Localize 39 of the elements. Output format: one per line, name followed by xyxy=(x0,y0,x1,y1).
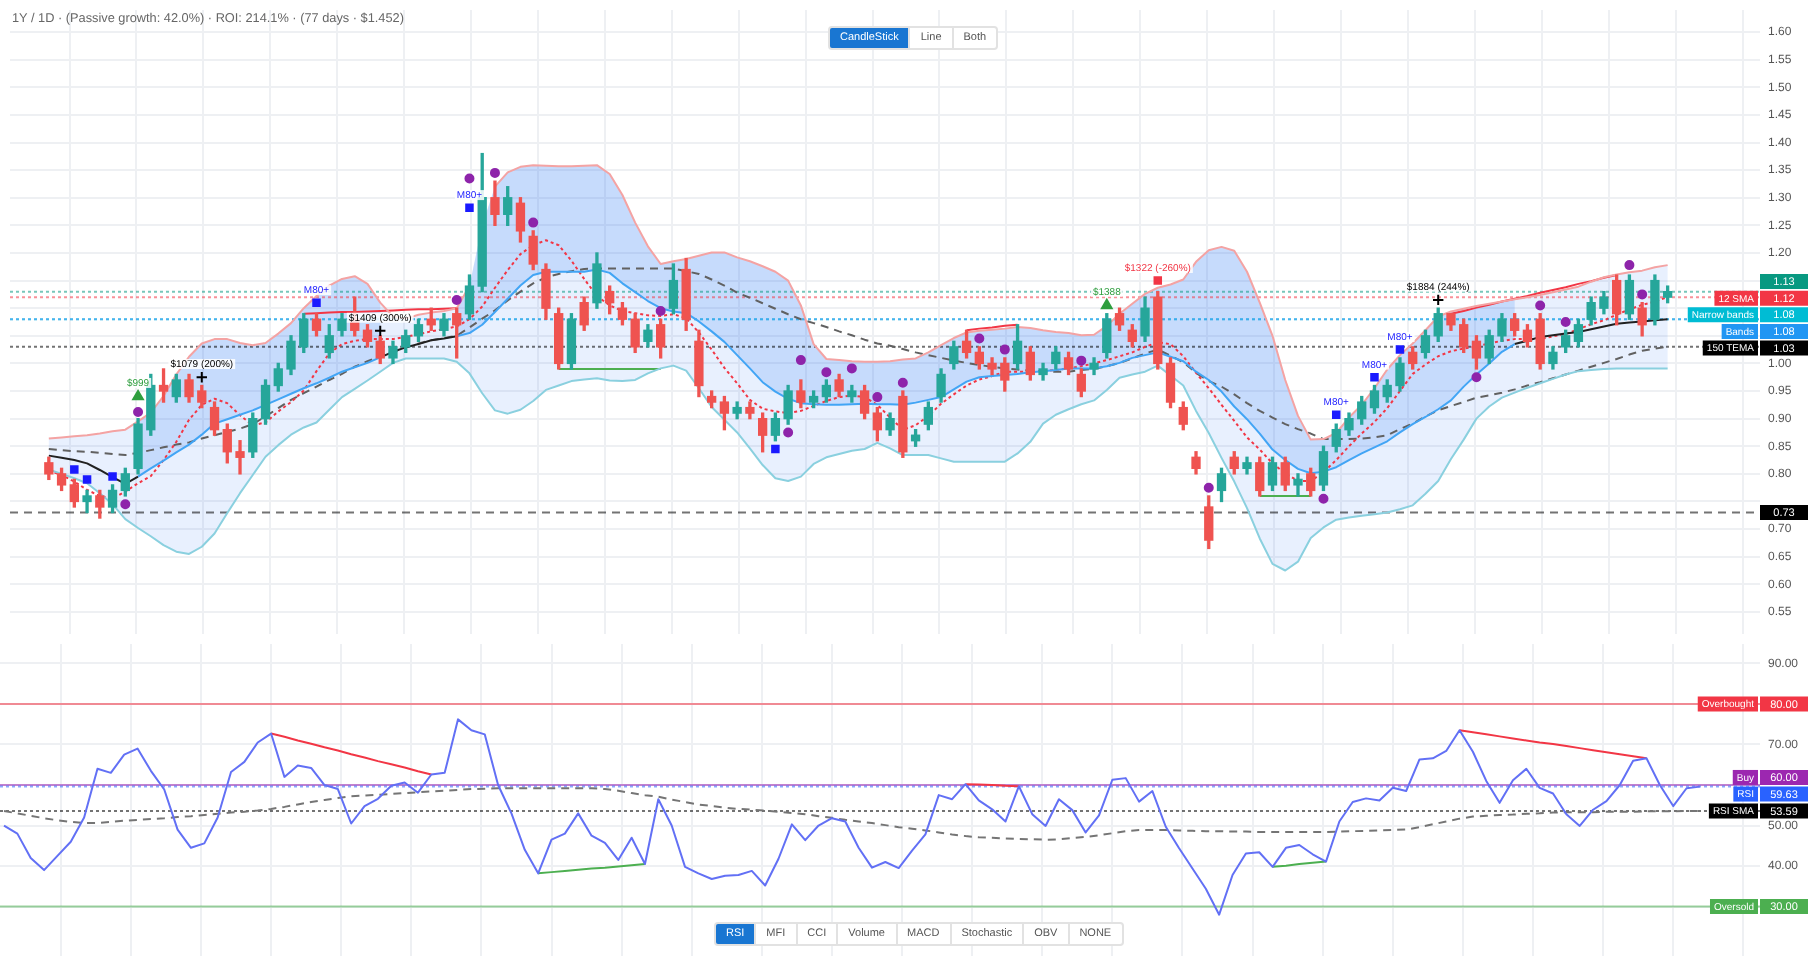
point xyxy=(1370,372,1379,382)
point xyxy=(821,367,832,378)
point xyxy=(82,475,92,484)
point xyxy=(974,333,985,344)
point xyxy=(120,499,131,510)
point xyxy=(999,344,1010,355)
line-series xyxy=(3,787,1701,841)
point xyxy=(528,217,539,228)
point xyxy=(897,377,908,388)
point xyxy=(1624,260,1635,271)
point xyxy=(846,363,857,374)
point xyxy=(655,305,666,316)
point xyxy=(1331,410,1341,420)
point xyxy=(1318,493,1329,504)
point xyxy=(195,371,208,384)
point xyxy=(795,355,806,366)
point xyxy=(771,444,780,454)
point xyxy=(1076,355,1087,366)
point xyxy=(1100,298,1113,310)
point xyxy=(489,167,500,178)
point xyxy=(783,427,794,438)
point xyxy=(1560,317,1571,327)
point xyxy=(108,472,117,481)
point xyxy=(451,294,462,305)
point xyxy=(133,407,144,418)
point xyxy=(1395,345,1405,354)
point xyxy=(70,465,79,474)
point xyxy=(464,173,475,184)
point xyxy=(1153,276,1163,285)
point xyxy=(465,203,474,212)
point xyxy=(872,392,883,403)
point xyxy=(312,298,321,307)
point xyxy=(132,389,144,401)
point xyxy=(1471,372,1482,383)
point xyxy=(1535,300,1546,311)
point xyxy=(374,324,387,338)
point xyxy=(1203,482,1214,493)
point xyxy=(1432,293,1445,307)
point xyxy=(1637,289,1648,300)
